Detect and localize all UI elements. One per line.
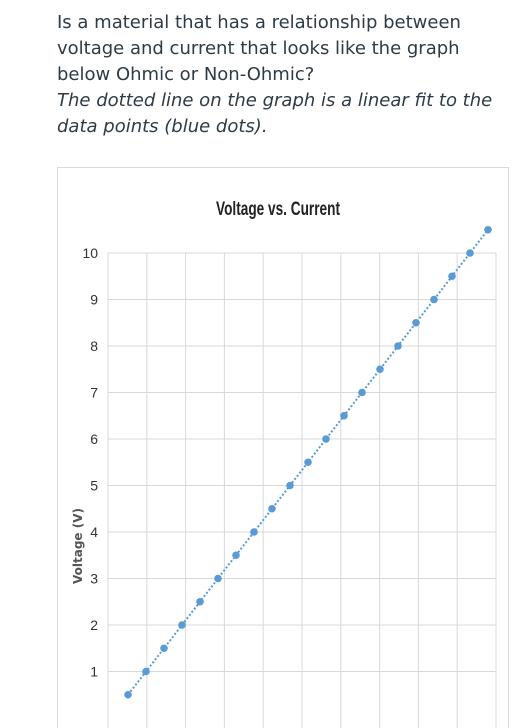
chart: 1 2 3 4 5 6 7 8 9 10 Voltage vs. Current Voltage … bbox=[71, 199, 497, 728]
y-tick-label: 4 bbox=[90, 524, 98, 540]
data-point bbox=[448, 272, 456, 281]
y-tick-label: 1 bbox=[90, 664, 98, 680]
data-point bbox=[232, 551, 240, 560]
data-point bbox=[412, 318, 420, 327]
chart-title: Voltage vs. Current bbox=[216, 199, 340, 220]
y-tick-label: 8 bbox=[90, 338, 98, 354]
data-point bbox=[178, 621, 186, 629]
question-line: below Ohmic or Non-Ohmic? bbox=[57, 64, 315, 85]
data-point bbox=[214, 574, 222, 583]
data-points bbox=[124, 225, 492, 699]
question-line: Is a material that has a relationship be… bbox=[57, 12, 461, 33]
y-tick-label: 2 bbox=[90, 617, 98, 633]
chart-container: 1 2 3 4 5 6 7 8 9 10 Voltage vs. Current Voltage … bbox=[57, 167, 509, 728]
question-line: voltage and current that looks like the … bbox=[57, 38, 460, 59]
y-tick-label: 7 bbox=[90, 385, 98, 401]
data-point bbox=[322, 435, 330, 443]
y-tick-label: 5 bbox=[90, 478, 98, 494]
data-point bbox=[250, 528, 258, 536]
data-point bbox=[376, 365, 384, 374]
data-point bbox=[358, 388, 366, 397]
y-tick-label: 3 bbox=[90, 571, 98, 587]
data-point bbox=[394, 342, 402, 350]
data-point bbox=[142, 667, 150, 676]
chart-grid bbox=[107, 252, 497, 728]
y-tick-label: 9 bbox=[90, 292, 98, 308]
y-tick-label: 6 bbox=[90, 431, 98, 447]
note-line: The dotted line on the graph is a linear… bbox=[57, 90, 493, 111]
data-point bbox=[268, 504, 276, 513]
data-point bbox=[304, 458, 312, 467]
data-point bbox=[286, 481, 294, 490]
data-point bbox=[484, 225, 492, 234]
data-point bbox=[430, 295, 438, 304]
note-line: data points (blue dots). bbox=[57, 116, 268, 137]
data-point bbox=[124, 690, 132, 699]
data-point bbox=[466, 249, 474, 257]
question-text: Is a material that has a relationship be… bbox=[57, 10, 517, 140]
y-tick-labels: 1 2 3 4 5 6 7 8 9 10 bbox=[82, 245, 98, 680]
y-axis-label: Voltage (V) bbox=[71, 508, 85, 584]
y-tick-label: 10 bbox=[82, 245, 98, 261]
data-point bbox=[340, 411, 348, 420]
data-point bbox=[160, 644, 168, 653]
data-point bbox=[196, 597, 204, 606]
